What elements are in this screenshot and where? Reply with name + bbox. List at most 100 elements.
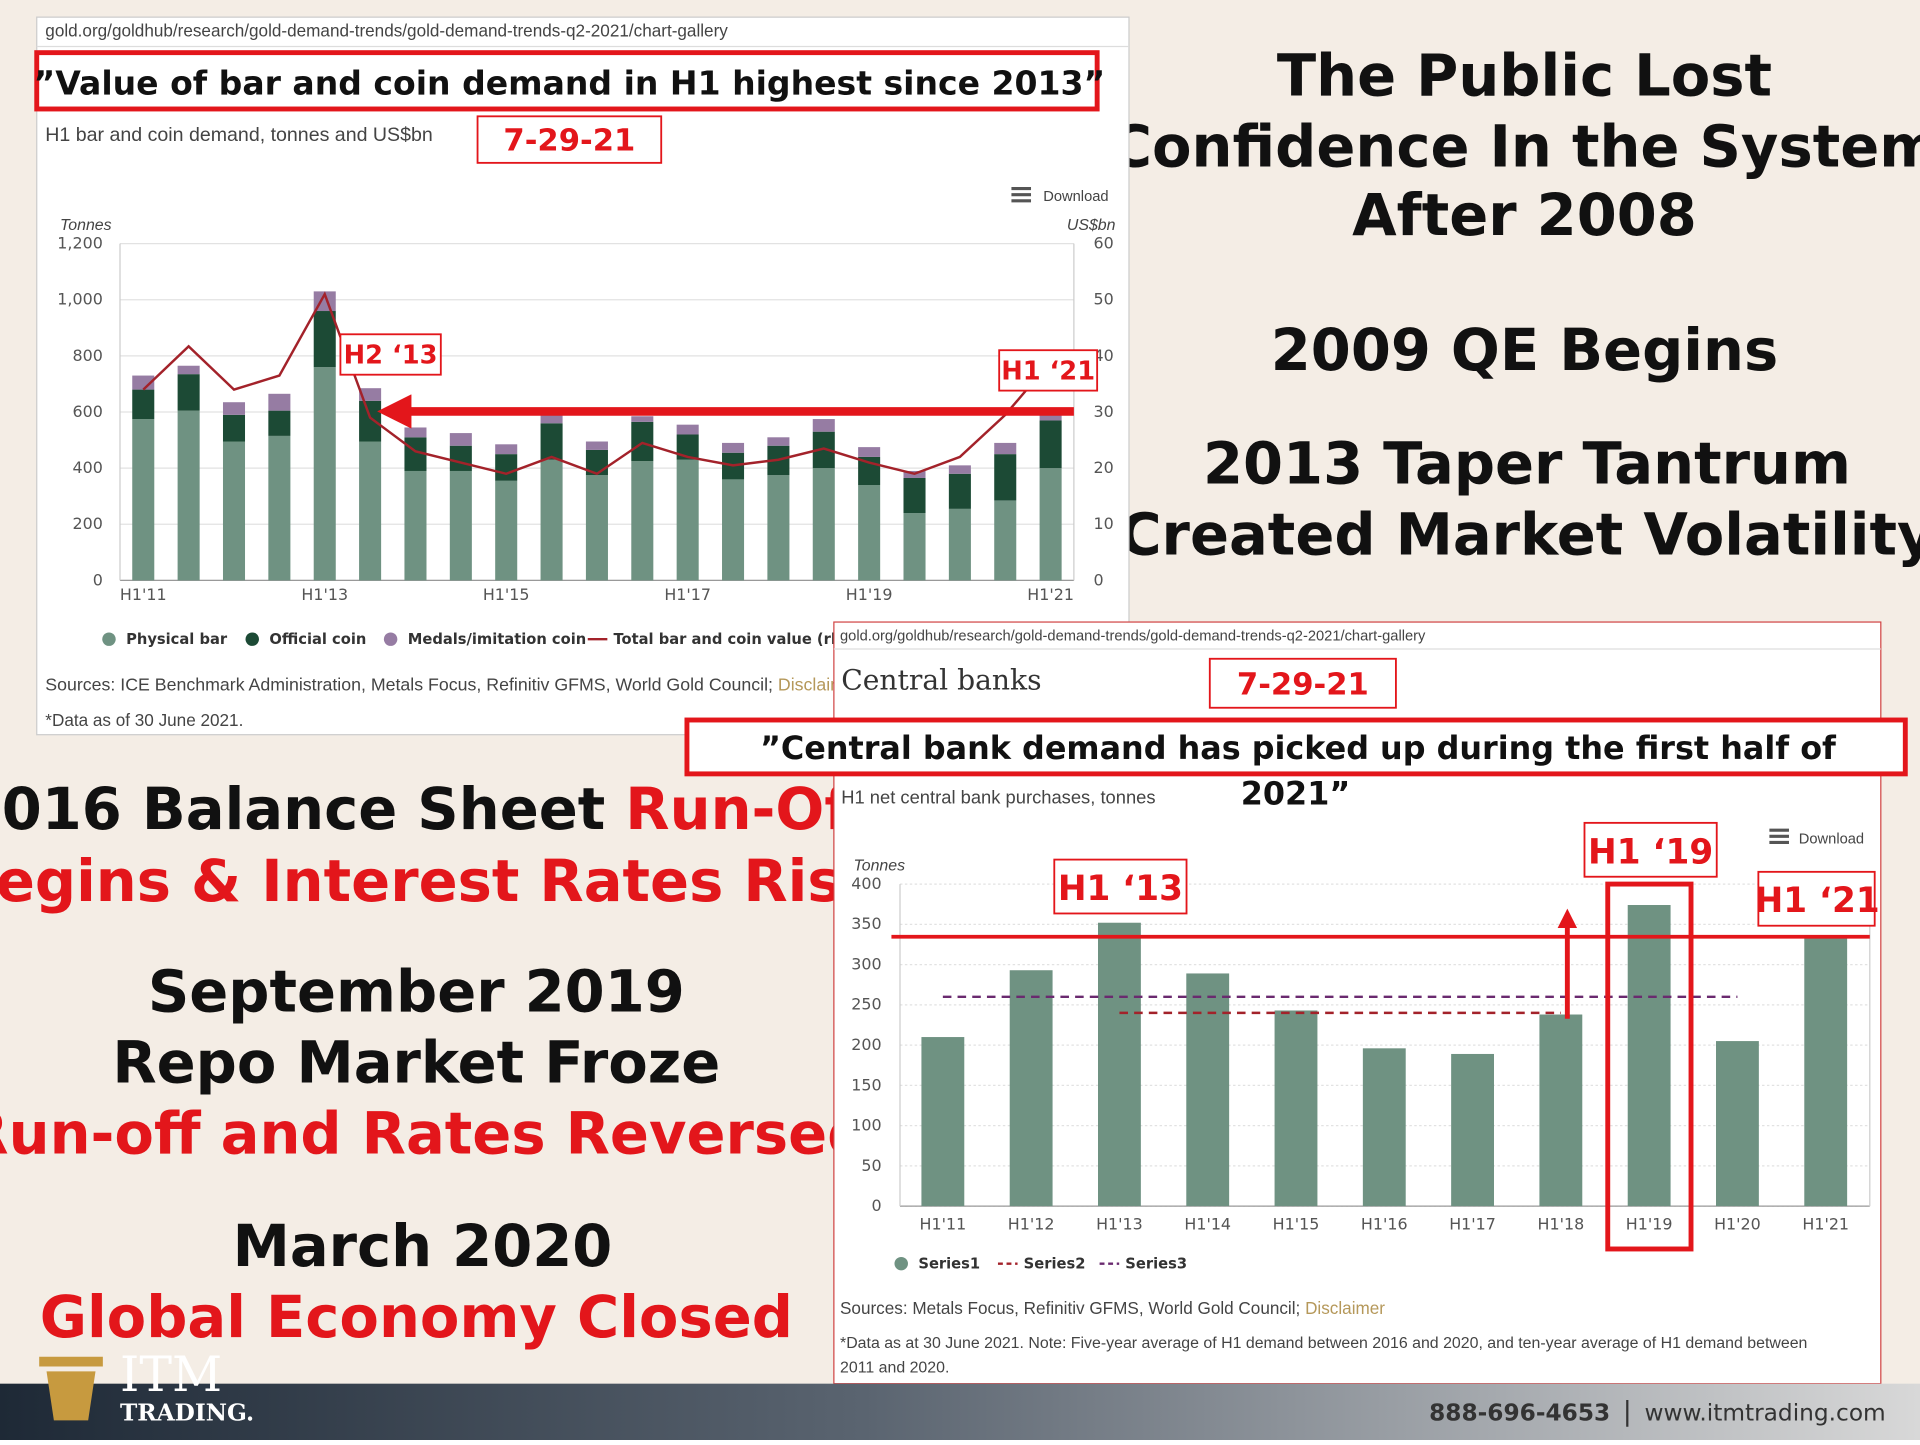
bar xyxy=(268,410,291,436)
download-label[interactable]: Download xyxy=(1799,832,1864,848)
bar xyxy=(767,437,790,446)
download[interactable]: Download xyxy=(1011,187,1109,205)
website[interactable]: www.itmtrading.com xyxy=(1644,1399,1885,1426)
bar xyxy=(132,375,155,390)
quote-box xyxy=(34,50,1100,112)
y2-tick-label: 20 xyxy=(1093,458,1113,477)
y-tick-label: 100 xyxy=(851,1116,881,1135)
bar xyxy=(994,442,1017,455)
bar xyxy=(1716,1041,1759,1207)
y2-axis-label: US$bn xyxy=(1067,217,1116,234)
heading: Created Market Volatility xyxy=(1119,502,1920,569)
download[interactable]: Download xyxy=(1769,828,1864,848)
x-tick-label: H1'19 xyxy=(846,585,893,604)
date-box xyxy=(476,115,663,164)
chart-subtitle: H1 net central bank purchases, tonnes xyxy=(841,786,1155,807)
annotation: H2 ‘13 xyxy=(344,341,438,371)
bar xyxy=(812,468,835,581)
bar xyxy=(359,400,382,442)
bar xyxy=(268,393,291,411)
y-tick-label: 50 xyxy=(861,1156,881,1175)
footer: ITM TRADING. 888-696-4653 | www.itmtradi… xyxy=(0,1346,1920,1440)
y2-tick-label: 30 xyxy=(1093,402,1113,421)
y-tick-label: 1,000 xyxy=(57,290,103,309)
y-tick-label: 800 xyxy=(72,346,102,365)
bar xyxy=(449,470,472,581)
download-label[interactable]: Download xyxy=(1043,189,1108,205)
bar xyxy=(903,513,926,581)
url: gold.org/goldhub/research/gold-demand-tr… xyxy=(45,21,728,41)
disclaimer-link[interactable]: Disclaimer xyxy=(1305,1298,1385,1318)
logo-icon xyxy=(39,1356,103,1421)
bar xyxy=(177,374,200,411)
heading-part: Run-Off xyxy=(625,776,872,843)
heading: After 2008 xyxy=(1352,182,1697,249)
bar xyxy=(1039,468,1062,581)
heading: Run-off and Rates Reversed xyxy=(0,1100,868,1167)
bar xyxy=(948,473,971,509)
heading: Repo Market Froze xyxy=(112,1029,720,1096)
legend-label: Series2 xyxy=(1024,1256,1086,1273)
x-tick-label: H1'11 xyxy=(120,585,167,604)
bar xyxy=(132,419,155,581)
bar xyxy=(1539,1014,1583,1207)
x-tick-label: H1'21 xyxy=(1802,1214,1849,1233)
note: *Data as of 30 June 2021. xyxy=(45,710,243,730)
annotation-box xyxy=(1053,858,1188,915)
annotation: H1 ‘21 xyxy=(1001,357,1095,387)
logo: ITM xyxy=(120,1346,222,1403)
y2-tick-label: 60 xyxy=(1093,234,1113,253)
y-tick-label: 0 xyxy=(93,570,103,589)
annotation: H1 ‘13 xyxy=(1058,869,1183,909)
x-tick-label: H1'15 xyxy=(1273,1214,1320,1233)
url: gold.org/goldhub/research/gold-demand-tr… xyxy=(840,628,1426,644)
annotation-box xyxy=(1583,821,1718,878)
bar xyxy=(495,444,518,455)
bar xyxy=(359,388,382,401)
y-tick-label: 200 xyxy=(851,1035,881,1054)
bar xyxy=(676,434,699,460)
bar xyxy=(1451,1053,1494,1207)
bar xyxy=(722,479,745,581)
bar xyxy=(1362,1048,1406,1207)
x-tick-label: H1'15 xyxy=(483,585,530,604)
chart-panel: gold.org/goldhub/research/gold-demand-tr… xyxy=(36,16,1130,736)
bar xyxy=(1186,973,1230,1207)
bar xyxy=(676,424,699,435)
bar xyxy=(449,433,472,446)
y-tick-label: 350 xyxy=(851,914,881,933)
note: 2011 and 2020. xyxy=(840,1360,949,1377)
annotations: H1 ‘13 H1 ‘19 H1 ‘21 xyxy=(891,821,1880,1252)
x-tick-label: H1'16 xyxy=(1361,1214,1408,1233)
legend-marker xyxy=(102,632,116,646)
bar xyxy=(222,441,246,581)
bar xyxy=(495,480,518,581)
bar xyxy=(631,421,654,462)
heading: September 2019 xyxy=(148,958,685,1025)
line-series xyxy=(142,291,1052,476)
heading: Begins & Interest Rates Rise xyxy=(0,848,881,915)
bar xyxy=(921,1037,965,1207)
y-tick-label: 1,200 xyxy=(57,234,103,253)
heading-part: 2016 Balance Sheet xyxy=(0,776,625,843)
bar xyxy=(177,410,200,581)
bar xyxy=(722,442,745,453)
legend-label: Medals/imitation coin xyxy=(408,631,586,648)
bar xyxy=(1039,420,1062,469)
annotation-box xyxy=(998,349,1099,392)
x-tick-label: H1'17 xyxy=(664,585,711,604)
heading: Global Economy Closed xyxy=(40,1284,793,1351)
bar xyxy=(404,427,427,438)
heading: 2013 Taper Tantrum xyxy=(1203,431,1851,498)
bar xyxy=(404,470,427,581)
bar xyxy=(1009,970,1053,1207)
bar xyxy=(359,441,382,581)
date: 7-29-21 xyxy=(503,124,635,159)
bar xyxy=(222,402,246,415)
bar xyxy=(1039,413,1062,421)
legend-label: Total bar and coin value (rhs) xyxy=(613,631,856,648)
bar xyxy=(631,416,654,422)
bar xyxy=(540,423,563,460)
bar xyxy=(948,465,971,474)
